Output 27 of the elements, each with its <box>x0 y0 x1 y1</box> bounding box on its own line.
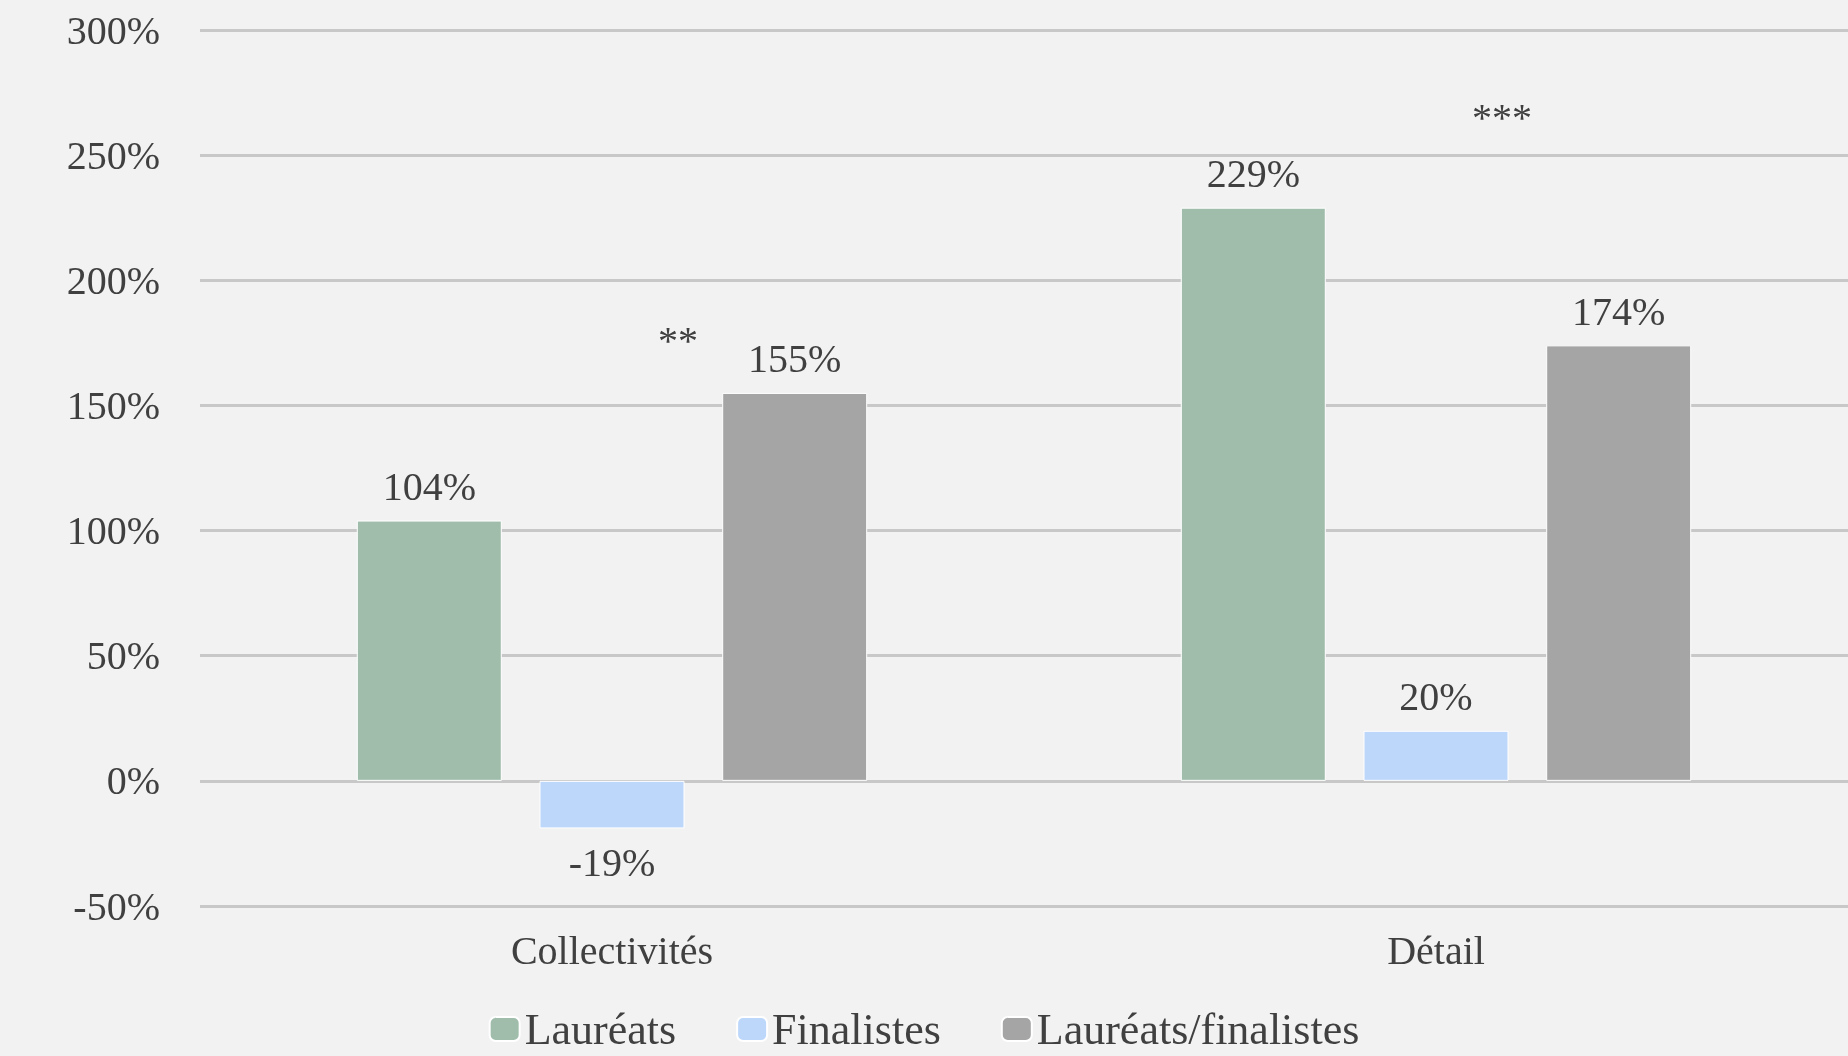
y-tick-label: 200% <box>66 257 160 303</box>
data-label: 104% <box>382 464 476 510</box>
legend-label: Finalistes <box>772 1004 941 1054</box>
y-tick-label: 250% <box>66 132 160 178</box>
bar <box>1180 207 1326 781</box>
y-tick-label: 300% <box>66 7 160 53</box>
y-tick-label: 100% <box>66 508 160 554</box>
data-label: 174% <box>1572 288 1666 334</box>
bar <box>539 780 685 829</box>
annotation: *** <box>1471 95 1532 141</box>
data-label: -19% <box>568 839 656 885</box>
bar <box>1363 730 1509 781</box>
y-tick-label: 150% <box>66 382 160 428</box>
y-tick-label: -50% <box>73 883 160 929</box>
legend-label: Lauréats/finalistes <box>1036 1004 1360 1054</box>
bar <box>722 392 868 781</box>
y-tick-label: 50% <box>86 633 160 679</box>
x-tick-label: Détail <box>1387 927 1485 973</box>
data-label: 229% <box>1206 151 1300 197</box>
legend-label: Lauréats <box>524 1004 677 1054</box>
data-label: 155% <box>748 336 842 382</box>
data-label: 20% <box>1399 674 1473 720</box>
x-tick-label: Collectivités <box>510 927 714 973</box>
annotation: ** <box>657 318 698 364</box>
bar <box>356 520 502 781</box>
bar <box>1546 345 1692 781</box>
y-tick-label: 0% <box>106 758 160 804</box>
